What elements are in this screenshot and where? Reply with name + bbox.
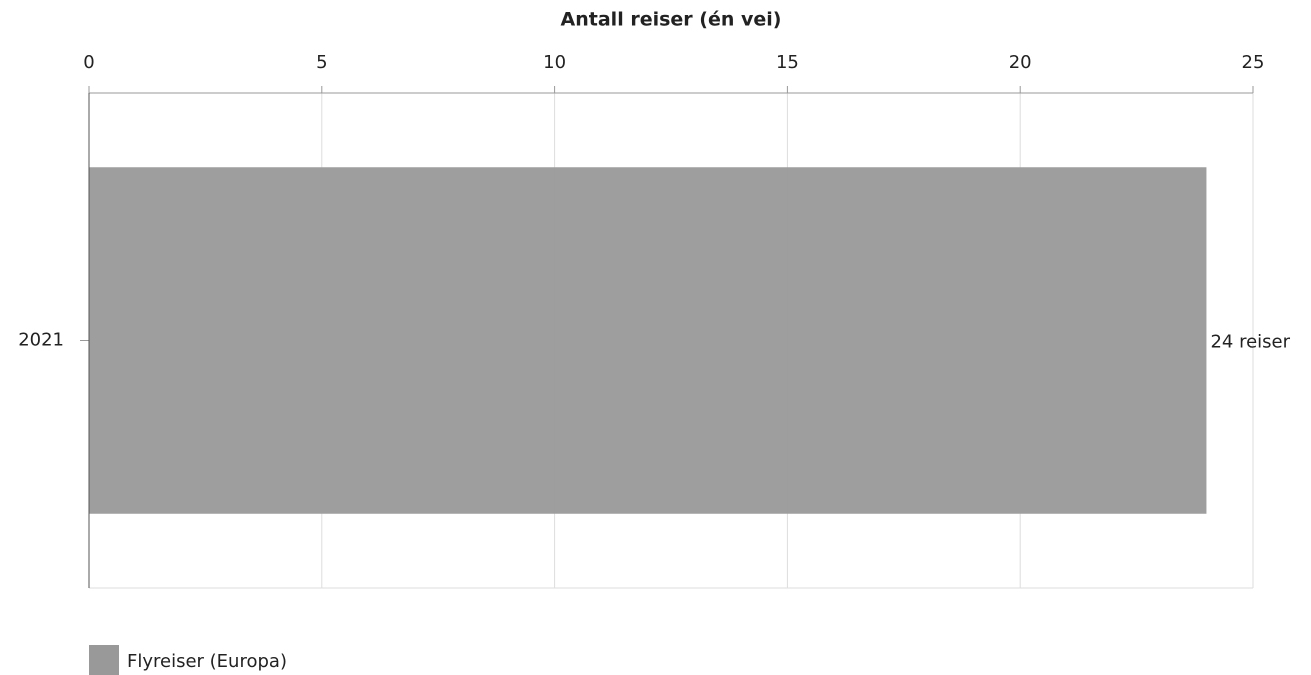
- y-tick-label: 2021: [18, 330, 64, 351]
- x-tick-label: 5: [316, 52, 327, 73]
- x-tick-label: 0: [83, 52, 94, 73]
- axis-title: Antall reiser (én vei): [561, 9, 782, 31]
- x-tick-label: 15: [776, 52, 799, 73]
- legend-swatch: [89, 645, 119, 675]
- x-tick-label: 20: [1009, 52, 1032, 73]
- bar: [89, 167, 1207, 514]
- legend-label: Flyreiser (Europa): [127, 651, 287, 672]
- data-label: 24 reiser: [1210, 332, 1290, 353]
- x-tick-label: 10: [543, 52, 566, 73]
- x-tick-label: 25: [1242, 52, 1265, 73]
